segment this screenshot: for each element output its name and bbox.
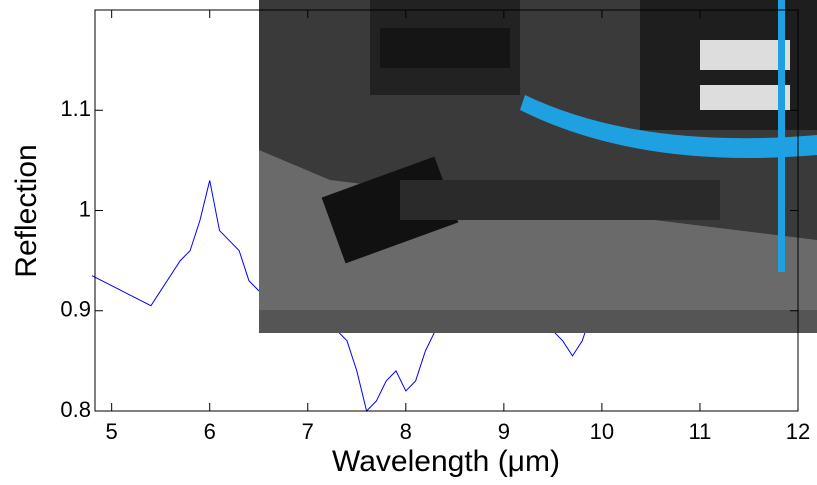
x-tick-label: 8: [400, 419, 412, 444]
photo-rail: [400, 180, 720, 220]
x-tick-label: 11: [689, 419, 712, 444]
x-tick-label: 7: [302, 419, 314, 444]
inset-photo: [259, 0, 817, 333]
y-tick-label: 0.9: [60, 297, 91, 322]
photo-arc: [520, 95, 817, 158]
x-tick-label: 5: [106, 419, 118, 444]
photo-stage-label: [380, 28, 510, 68]
photo-sticker: [700, 40, 790, 70]
x-tick-label: 9: [498, 419, 510, 444]
photo-sticker: [700, 85, 790, 110]
x-tick-label: 10: [590, 419, 614, 444]
x-tick-label: 12: [786, 419, 810, 444]
y-tick-label: 1: [79, 196, 91, 221]
y-axis-label: Reflection: [10, 144, 43, 277]
photo-beam: [778, 0, 785, 272]
photo-edge: [259, 310, 817, 333]
x-axis-label: Wavelength (μm): [332, 445, 560, 478]
y-tick-label: 0.8: [60, 397, 91, 422]
y-tick-label: 1.1: [60, 96, 91, 121]
x-tick-label: 6: [204, 419, 216, 444]
